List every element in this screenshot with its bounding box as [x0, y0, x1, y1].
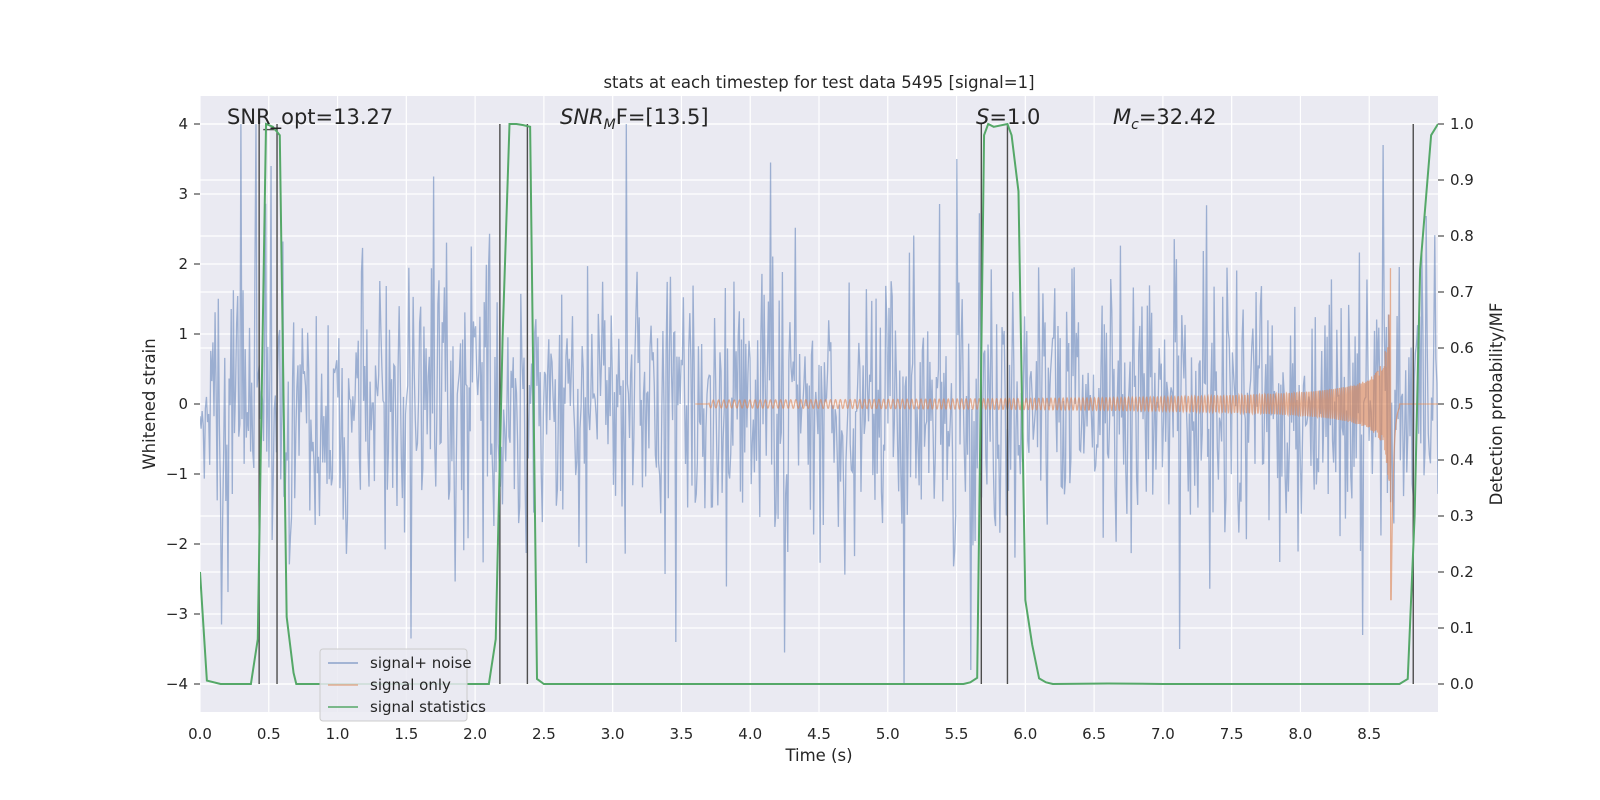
y-tick-label: 0 [178, 395, 188, 413]
x-tick-label: 2.0 [463, 725, 487, 743]
series-signal-noise-line [200, 123, 1438, 685]
y2-tick-label: 0.2 [1450, 563, 1474, 581]
y-tick-label: 3 [178, 185, 188, 203]
y2-axis-label: Detection probability/MF [1487, 303, 1506, 506]
x-tick-label: 3.5 [670, 725, 694, 743]
y2-tick-label: 0.0 [1450, 675, 1474, 693]
annotation-mc: Mc=32.42 [1113, 105, 1217, 133]
data-layer [200, 122, 1438, 686]
x-tick-label: 6.0 [1013, 725, 1037, 743]
series-signal-only-line [695, 268, 1438, 601]
x-tick-label: 4.5 [807, 725, 831, 743]
x-axis-label: Time (s) [784, 746, 852, 765]
x-tick-label: 8.5 [1357, 725, 1381, 743]
y2-tick-label: 0.4 [1450, 451, 1474, 469]
legend-label-signal-statistics: signal statistics [370, 698, 486, 716]
y2-tick-label: 0.7 [1450, 283, 1474, 301]
annotation-snr-opt: SNR_opt=13.27 [227, 105, 393, 130]
y-tick-label: −3 [166, 605, 188, 623]
y-tick-label: 4 [178, 115, 188, 133]
x-tick-label: 1.0 [326, 725, 350, 743]
x-tick-label: 7.5 [1220, 725, 1244, 743]
y2-axis-ticks: 1.0 0.9 0.8 0.7 0.6 0.5 0.4 0.3 0.2 0.1 0.0 [1438, 115, 1474, 693]
y2-tick-label: 0.3 [1450, 507, 1474, 525]
legend-label-signal-only: signal only [370, 676, 451, 694]
x-tick-label: 1.5 [394, 725, 418, 743]
plot-area [200, 122, 1438, 686]
x-tick-label: 5.0 [876, 725, 900, 743]
x-tick-label: 0.5 [257, 725, 281, 743]
y2-tick-label: 0.9 [1450, 171, 1474, 189]
x-axis-ticks: 0.0 0.5 1.0 1.5 2.0 2.5 3.0 3.5 4.0 4.5 5.0 5.5 6.0 6… [188, 725, 1381, 743]
x-tick-label: 4.0 [738, 725, 762, 743]
y2-tick-label: 0.1 [1450, 619, 1474, 637]
x-tick-label: 2.5 [532, 725, 556, 743]
legend-label-signal-noise: signal+ noise [370, 654, 472, 672]
y-axis-ticks: 4 3 2 1 0 −1 −2 −3 −4 [166, 115, 200, 693]
x-tick-label: 7.0 [1151, 725, 1175, 743]
y-tick-label: −4 [166, 675, 188, 693]
y2-tick-label: 0.8 [1450, 227, 1474, 245]
x-tick-label: 8.0 [1289, 725, 1313, 743]
x-tick-label: 5.5 [945, 725, 969, 743]
series-signal-statistics-line [200, 122, 1438, 686]
y2-tick-label: 0.6 [1450, 339, 1474, 357]
y-tick-label: 2 [178, 255, 188, 273]
annotation-s: S=1.0 [976, 105, 1040, 129]
y2-tick-label: 1.0 [1450, 115, 1474, 133]
x-tick-label: 3.0 [601, 725, 625, 743]
legend-box [319, 648, 468, 722]
annotation-snr-mf: SNRMF=[13.5] [560, 105, 709, 133]
legend: signal+ noise signal only signal statist… [319, 648, 486, 722]
y2-tick-label: 0.5 [1450, 395, 1474, 413]
y-tick-label: −1 [166, 465, 188, 483]
y-tick-label: −2 [166, 535, 188, 553]
x-tick-label: 6.5 [1082, 725, 1106, 743]
chart-title: stats at each timestep for test data 549… [603, 73, 1034, 92]
x-tick-label: 0.0 [188, 725, 212, 743]
y-tick-label: 1 [178, 325, 188, 343]
y-axis-label: Whitened strain [140, 338, 159, 469]
